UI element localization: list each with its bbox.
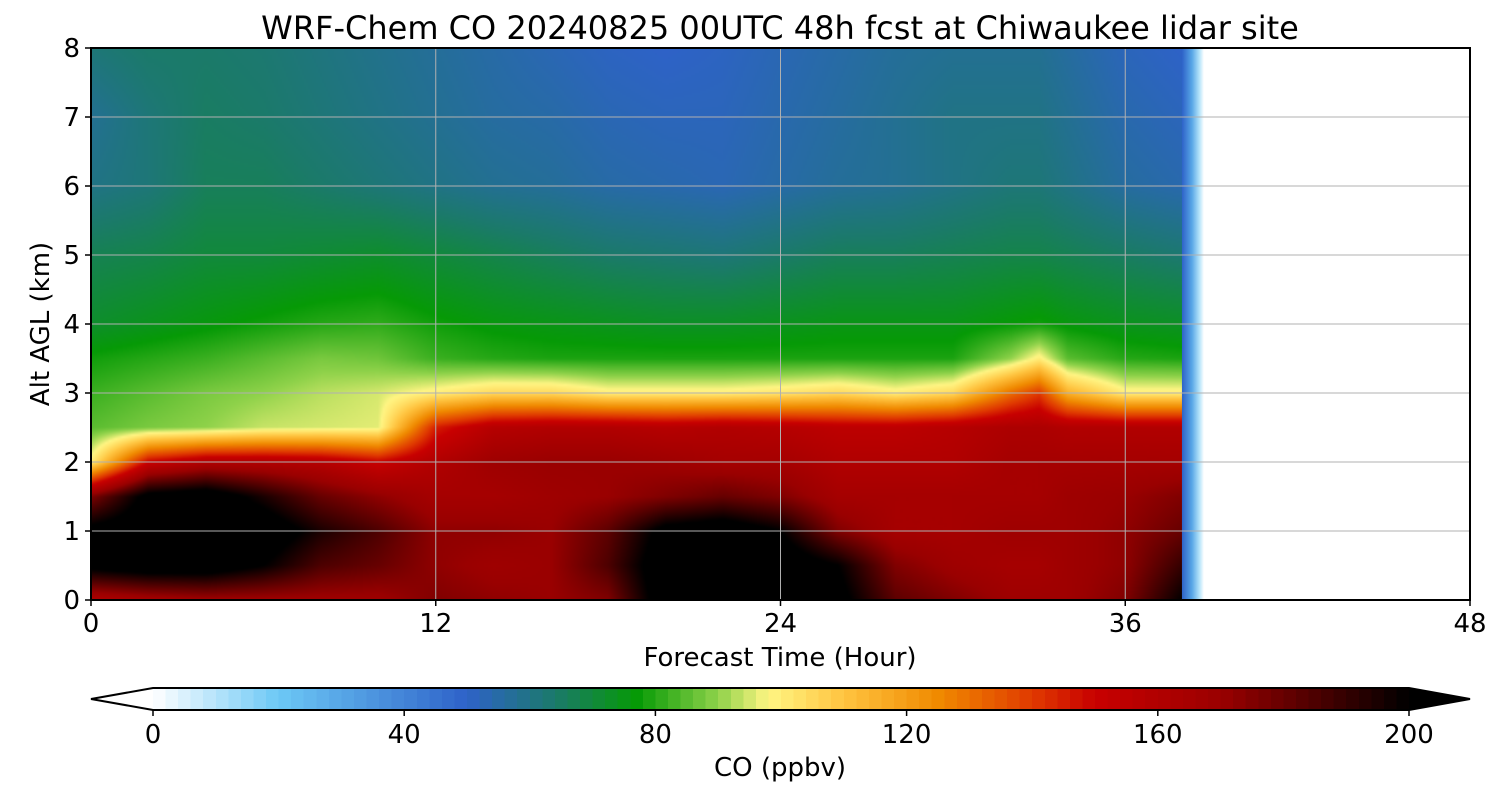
colorbar-max-extend <box>1409 688 1470 710</box>
x-tick-label: 12 <box>419 609 452 639</box>
x-tick-label: 48 <box>1453 609 1486 639</box>
colorbar-tick-label: 160 <box>1133 720 1183 750</box>
x-axis: 0 12 24 36 48 <box>83 600 1487 639</box>
colorbar-scale <box>153 688 1409 710</box>
y-tick-label: 5 <box>63 241 80 271</box>
y-tick-label: 7 <box>63 103 80 133</box>
colorbar-tick-label: 200 <box>1384 720 1434 750</box>
y-tick-label: 4 <box>63 310 80 340</box>
y-tick-label: 0 <box>63 586 80 616</box>
x-tick-label: 24 <box>764 609 797 639</box>
colorbar: 0 40 80 120 160 200 CO (ppbv) <box>90 687 1471 783</box>
x-tick-label: 36 <box>1109 609 1142 639</box>
gridlines <box>91 48 1470 600</box>
x-tick-label: 0 <box>83 609 100 639</box>
plot-area <box>90 47 1471 601</box>
colorbar-tick-label: 40 <box>388 720 421 750</box>
y-tick-label: 3 <box>63 379 80 409</box>
y-tick-label: 8 <box>63 34 80 64</box>
chart-title: WRF-Chem CO 20240825 00UTC 48h fcst at C… <box>261 9 1299 47</box>
colorbar-label: CO (ppbv) <box>714 753 846 783</box>
y-tick-label: 6 <box>63 172 80 202</box>
y-tick-label: 1 <box>63 517 80 547</box>
colorbar-ticks: 0 40 80 120 160 200 <box>145 710 1434 750</box>
y-tick-label: 2 <box>63 448 80 478</box>
colorbar-tick-label: 80 <box>639 720 672 750</box>
y-axis-label: Alt AGL (km) <box>26 242 56 406</box>
x-axis-label: Forecast Time (Hour) <box>643 643 916 673</box>
colorbar-min-extend <box>91 688 153 710</box>
y-axis: 0 1 2 3 4 5 6 7 8 <box>63 34 91 616</box>
colorbar-tick-label: 0 <box>145 720 162 750</box>
colorbar-tick-label: 120 <box>882 720 932 750</box>
